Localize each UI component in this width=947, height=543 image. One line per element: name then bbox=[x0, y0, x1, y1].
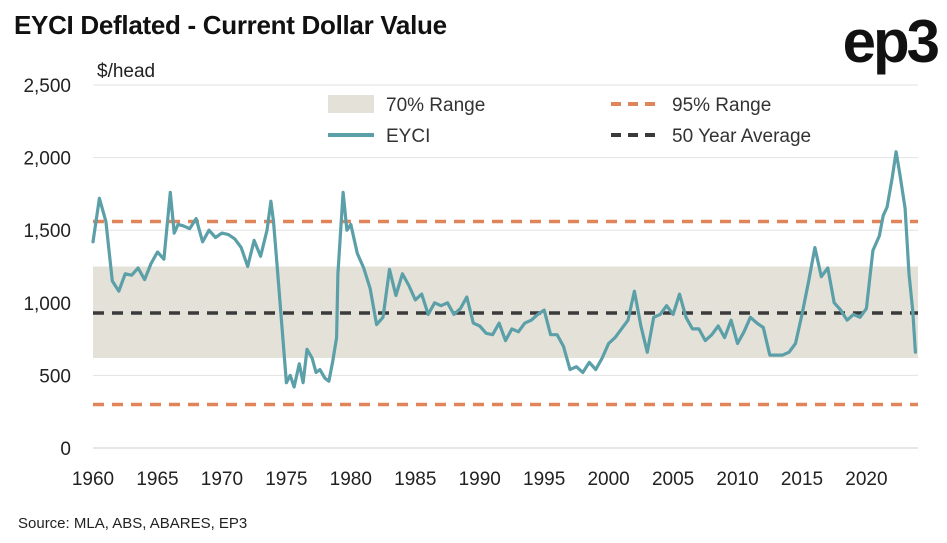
x-tick-label: 2020 bbox=[845, 469, 887, 490]
x-tick-label: 2000 bbox=[587, 469, 629, 490]
x-tick-label: 1960 bbox=[72, 469, 114, 490]
x-tick-label: 1980 bbox=[330, 469, 372, 490]
legend-swatch-range-70 bbox=[328, 95, 374, 113]
legend-label-average: 50 Year Average bbox=[672, 126, 811, 147]
x-tick-label: 1975 bbox=[265, 469, 307, 490]
eyci-series-line bbox=[91, 150, 917, 389]
y-tick-label: 500 bbox=[39, 366, 71, 387]
x-tick-label: 1985 bbox=[394, 469, 436, 490]
x-tick-label: 2005 bbox=[652, 469, 694, 490]
chart-title: EYCI Deflated - Current Dollar Value bbox=[14, 10, 447, 40]
x-tick-label: 1990 bbox=[459, 469, 501, 490]
x-tick-label: 1965 bbox=[136, 469, 178, 490]
y-tick-label: 2,000 bbox=[23, 149, 71, 170]
legend-label-range-70: 70% Range bbox=[386, 95, 485, 116]
x-tick-label: 1970 bbox=[201, 469, 243, 490]
ep3-logo: ep3 bbox=[842, 8, 940, 75]
y-tick-label: 1,500 bbox=[23, 221, 71, 242]
x-tick-label: 2015 bbox=[781, 469, 823, 490]
x-tick-label: 2010 bbox=[716, 469, 758, 490]
legend-label-range-95: 95% Range bbox=[672, 95, 771, 116]
source-note: Source: MLA, ABS, ABARES, EP3 bbox=[18, 515, 248, 532]
x-tick-label: 1995 bbox=[523, 469, 565, 490]
y-tick-label: 0 bbox=[60, 439, 71, 460]
y-tick-label: 2,500 bbox=[23, 76, 71, 97]
legend: 70% Range 95% Range EYCI 50 Year Average bbox=[328, 95, 811, 147]
legend-label-eyci: EYCI bbox=[386, 126, 430, 147]
x-axis-ticks: 1960 1965 1970 1975 1980 1985 1990 1995 2000 2005… bbox=[72, 469, 888, 490]
y-tick-label: 1,000 bbox=[23, 294, 71, 315]
y-axis-ticks: 0 500 1,000 1,500 2,000 2,500 bbox=[23, 76, 71, 460]
grid-lines bbox=[93, 84, 918, 449]
y-axis-label: $/head bbox=[97, 61, 155, 82]
